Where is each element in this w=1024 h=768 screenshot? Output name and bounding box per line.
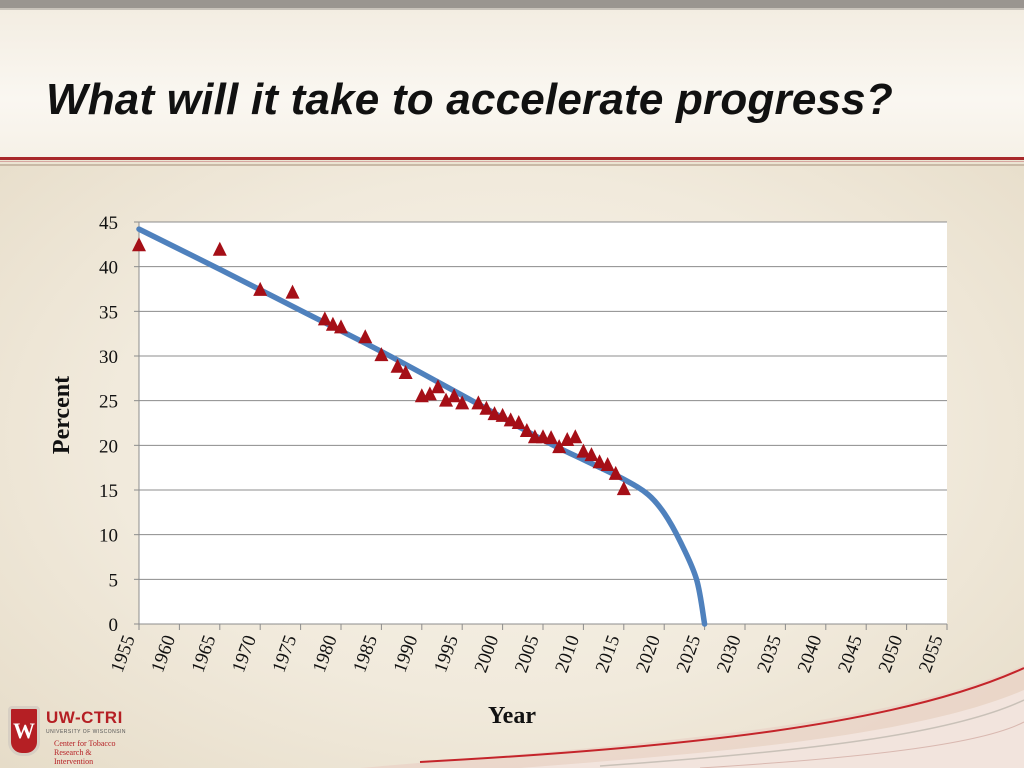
data-point: [576, 443, 591, 458]
y-tick-label: 45: [99, 213, 118, 234]
x-tick-label: 1980: [309, 633, 342, 676]
y-tick-label: 40: [99, 258, 118, 279]
data-point: [430, 379, 445, 394]
title-rule: [0, 157, 1024, 160]
logo-university: UNIVERSITY OF WISCONSIN: [46, 729, 127, 735]
data-point: [552, 439, 567, 454]
x-tick-label: 2000: [471, 633, 504, 676]
y-tick-label: 15: [99, 481, 118, 502]
data-point: [487, 406, 502, 421]
data-point: [471, 395, 486, 410]
data-point: [568, 429, 583, 444]
data-point: [212, 241, 227, 256]
data-point: [592, 454, 607, 469]
data-point: [325, 316, 340, 331]
data-point: [439, 392, 454, 407]
top-strip-light: [0, 8, 1024, 10]
title-band: [0, 10, 1024, 158]
x-tick-label: 2025: [673, 633, 706, 676]
x-tick-label: 1970: [228, 633, 261, 676]
title-rule-shadow: [0, 164, 1024, 166]
y-tick-label: 0: [109, 615, 119, 636]
data-point: [608, 465, 623, 480]
x-tick-label: 2030: [713, 633, 746, 676]
plot-area: [139, 222, 947, 624]
y-tick-label: 30: [99, 347, 118, 368]
y-tick-label: 35: [99, 302, 118, 323]
data-point: [285, 284, 300, 299]
uw-shield-icon: W: [8, 706, 40, 756]
data-point: [584, 447, 599, 462]
data-point: [422, 386, 437, 401]
data-point: [511, 415, 526, 429]
data-point: [503, 412, 518, 427]
data-point: [495, 407, 510, 422]
data-point: [616, 481, 631, 496]
data-point: [398, 364, 413, 379]
data-point: [374, 347, 389, 362]
x-tick-label: 2005: [511, 633, 544, 676]
data-point: [519, 423, 534, 438]
x-tick-label: 2045: [834, 633, 867, 676]
logo-brand: UW-CTRI: [46, 708, 123, 727]
top-strip: [0, 0, 1024, 8]
slide-title: What will it take to accelerate progress…: [46, 75, 893, 124]
y-tick-label: 10: [99, 526, 118, 547]
x-tick-label: 1990: [390, 633, 423, 676]
data-point: [390, 358, 405, 373]
logo-center-line1: Center for Tobacco: [54, 739, 116, 748]
x-tick-label: 2050: [875, 633, 908, 676]
data-point: [455, 395, 470, 410]
y-tick-label: 20: [99, 436, 118, 457]
x-tick-label: 2055: [915, 633, 948, 676]
y-axis-title: Percent: [49, 376, 75, 454]
y-tick-label: 25: [99, 392, 118, 413]
x-tick-label: 2035: [753, 633, 786, 676]
x-tick-label: 1955: [107, 633, 140, 676]
uw-ctri-logo: W UW-CTRI UNIVERSITY OF WISCONSIN Center…: [8, 706, 128, 766]
x-axis-title: Year: [488, 703, 536, 729]
x-tick-label: 1985: [349, 633, 382, 676]
x-tick-label: 1975: [269, 633, 302, 676]
data-point: [358, 329, 373, 344]
data-point: [447, 388, 462, 403]
title-rule-thin: [0, 161, 1024, 162]
x-tick-label: 2010: [551, 633, 584, 676]
data-point: [253, 281, 268, 296]
trend-line: [136, 226, 708, 627]
data-point: [600, 456, 615, 471]
logo-center-line2: Research & Intervention: [54, 748, 94, 766]
y-tick-label: 5: [109, 570, 119, 591]
x-tick-label: 1995: [430, 633, 463, 676]
x-tick-label: 2040: [794, 633, 827, 676]
x-tick-label: 1960: [147, 633, 180, 676]
data-point: [132, 237, 146, 252]
data-point: [479, 400, 494, 415]
data-point: [334, 319, 348, 334]
data-point: [544, 430, 559, 445]
x-tick-label: 2015: [592, 633, 625, 676]
data-point: [317, 311, 332, 326]
x-tick-label: 1965: [188, 633, 221, 676]
x-tick-label: 2020: [632, 633, 665, 676]
